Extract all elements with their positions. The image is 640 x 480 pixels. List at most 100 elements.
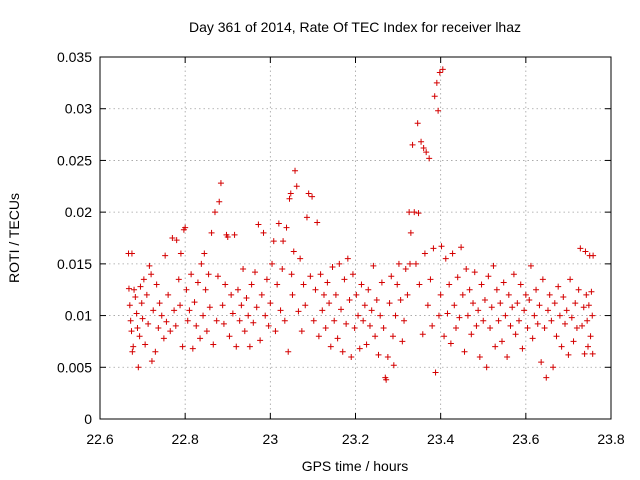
data-point (231, 231, 238, 238)
data-point (536, 302, 543, 309)
data-point (213, 317, 220, 324)
data-point (366, 322, 373, 329)
data-point (577, 245, 584, 252)
data-point (343, 320, 350, 327)
data-point (315, 333, 322, 340)
data-point (470, 300, 477, 307)
data-point (533, 286, 540, 293)
grid-lines (100, 57, 611, 419)
data-point (447, 340, 454, 347)
data-point (551, 300, 558, 307)
data-point (590, 252, 597, 259)
x-tick-label: 22.8 (172, 431, 199, 447)
data-point (331, 317, 338, 324)
data-point (464, 312, 471, 319)
y-tick-label: 0.01 (65, 308, 92, 324)
data-point (529, 335, 536, 342)
data-point (416, 281, 423, 288)
data-point (572, 300, 579, 307)
data-point (358, 281, 365, 288)
data-point (153, 281, 160, 288)
data-point (275, 220, 282, 227)
data-point (238, 302, 245, 309)
data-point (437, 291, 444, 298)
data-point (302, 302, 309, 309)
data-point (386, 300, 393, 307)
data-point (177, 250, 184, 257)
data-point (433, 79, 440, 86)
data-point (182, 224, 189, 231)
data-point (148, 358, 155, 365)
data-point (206, 304, 213, 311)
data-point (140, 276, 147, 283)
data-point (184, 317, 191, 324)
data-point (395, 260, 402, 267)
data-point (526, 297, 533, 304)
data-point (290, 248, 297, 255)
x-tick-label: 23 (263, 431, 279, 447)
data-point (497, 300, 504, 307)
data-point (394, 281, 401, 288)
data-point (334, 335, 341, 342)
data-point (363, 341, 370, 348)
data-point (562, 320, 569, 327)
data-point (582, 248, 589, 255)
data-point (217, 180, 224, 187)
x-tick-label: 23.6 (512, 431, 539, 447)
data-point (220, 320, 227, 327)
data-point (263, 276, 270, 283)
data-point (283, 224, 290, 231)
data-point (558, 343, 565, 350)
data-point (452, 324, 459, 331)
data-point (292, 167, 299, 174)
data-point (171, 307, 178, 314)
data-point (516, 317, 523, 324)
y-tick-label: 0.015 (57, 256, 92, 272)
data-point (478, 281, 485, 288)
data-point (197, 335, 204, 342)
data-point (495, 317, 502, 324)
data-point (500, 279, 507, 286)
data-point (421, 250, 428, 257)
data-point (361, 302, 368, 309)
data-point (183, 286, 190, 293)
data-point (446, 281, 453, 288)
data-point (488, 304, 495, 311)
data-point (509, 304, 516, 311)
data-point (233, 343, 240, 350)
data-point (310, 317, 317, 324)
data-point (412, 260, 419, 267)
data-point (329, 263, 336, 270)
data-point (348, 353, 355, 360)
data-point (322, 324, 329, 331)
data-point (126, 302, 133, 309)
data-point (317, 271, 324, 278)
data-point (267, 300, 274, 307)
data-point (298, 328, 305, 335)
data-point (129, 348, 136, 355)
data-point (324, 279, 331, 286)
y-tick-label: 0 (84, 411, 92, 427)
data-point (407, 229, 414, 236)
data-point (584, 317, 591, 324)
data-point (404, 291, 411, 298)
data-point (139, 315, 146, 322)
data-point (160, 335, 167, 342)
data-point (402, 266, 409, 273)
data-point (246, 343, 253, 350)
data-point (441, 333, 448, 340)
data-point (468, 331, 475, 338)
data-point (431, 93, 438, 100)
data-point (580, 304, 587, 311)
data-point (399, 338, 406, 345)
data-point (585, 343, 592, 350)
data-point (384, 353, 391, 360)
data-point (269, 260, 276, 267)
data-point (179, 343, 186, 350)
data-point (380, 324, 387, 331)
data-point (173, 237, 180, 244)
data-point (401, 317, 408, 324)
data-point (524, 324, 531, 331)
data-point (432, 369, 439, 376)
y-axis-label: ROTI / TECUs (6, 193, 22, 283)
